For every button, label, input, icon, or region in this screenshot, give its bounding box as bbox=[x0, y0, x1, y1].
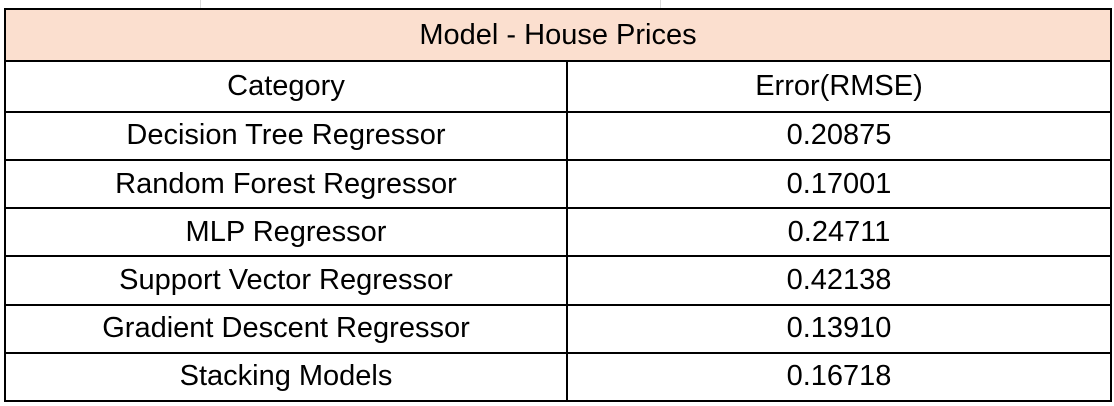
category-cell[interactable]: Gradient Descent Regressor bbox=[4, 303, 568, 354]
table-row: Random Forest Regressor 0.17001 bbox=[4, 158, 1112, 210]
category-cell[interactable]: Stacking Models bbox=[4, 351, 568, 403]
category-cell[interactable]: Decision Tree Regressor bbox=[4, 110, 568, 161]
table-title-row: Model - House Prices bbox=[4, 7, 1112, 63]
category-cell[interactable]: Support Vector Regressor bbox=[4, 255, 568, 306]
table-row: Support Vector Regressor 0.42138 bbox=[4, 255, 1112, 306]
table-title[interactable]: Model - House Prices bbox=[4, 7, 1112, 63]
error-cell[interactable]: 0.16718 bbox=[566, 351, 1112, 403]
table-row: Stacking Models 0.16718 bbox=[4, 351, 1112, 403]
sheet-gridline bbox=[200, 0, 201, 8]
category-cell[interactable]: Random Forest Regressor bbox=[4, 158, 568, 210]
error-cell[interactable]: 0.24711 bbox=[566, 207, 1112, 258]
table-row: MLP Regressor 0.24711 bbox=[4, 207, 1112, 258]
table-row: Decision Tree Regressor 0.20875 bbox=[4, 110, 1112, 161]
sheet-gridline bbox=[660, 0, 661, 8]
table-row: Gradient Descent Regressor 0.13910 bbox=[4, 303, 1112, 354]
error-cell[interactable]: 0.13910 bbox=[566, 303, 1112, 354]
table-header-row: Category Error(RMSE) bbox=[4, 60, 1112, 113]
category-cell[interactable]: MLP Regressor bbox=[4, 207, 568, 258]
error-cell[interactable]: 0.17001 bbox=[566, 158, 1112, 210]
column-header-error[interactable]: Error(RMSE) bbox=[566, 60, 1112, 113]
error-cell[interactable]: 0.42138 bbox=[566, 255, 1112, 306]
error-cell[interactable]: 0.20875 bbox=[566, 110, 1112, 161]
results-table: Model - House Prices Category Error(RMSE… bbox=[4, 7, 1112, 403]
column-header-category[interactable]: Category bbox=[4, 60, 568, 113]
